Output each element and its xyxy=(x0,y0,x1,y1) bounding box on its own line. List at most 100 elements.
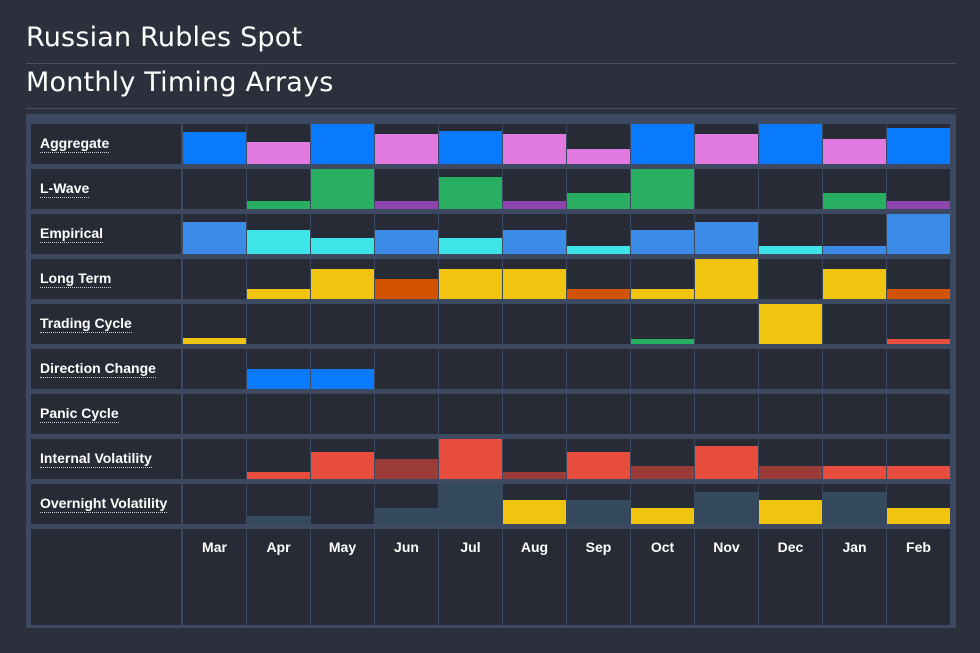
month-column: Jun xyxy=(375,529,438,625)
heatmap-cell xyxy=(311,394,374,434)
heatmap-bar xyxy=(439,238,502,254)
month-label: May xyxy=(328,539,357,555)
heatmap-bar xyxy=(567,289,630,299)
heatmap-bar xyxy=(823,193,886,209)
heatmap-bar xyxy=(695,134,758,164)
heatmap-bar xyxy=(247,142,310,164)
heatmap-bar xyxy=(631,124,694,164)
heatmap-bar xyxy=(375,134,438,164)
month-label: Nov xyxy=(713,539,740,555)
heatmap-bar xyxy=(695,492,758,524)
heatmap-bar xyxy=(311,124,374,164)
heatmap-cell xyxy=(247,214,310,254)
row-label-text: Aggregate xyxy=(40,135,110,153)
heatmap-cell xyxy=(631,259,694,299)
heatmap-cell xyxy=(631,394,694,434)
heatmap-bar xyxy=(695,446,758,479)
heatmap-cell xyxy=(439,304,502,344)
heatmap-cell xyxy=(247,439,310,479)
row-label[interactable]: Overnight Volatility xyxy=(31,484,181,524)
row-label[interactable]: Internal Volatility xyxy=(31,439,181,479)
row-label[interactable]: L-Wave xyxy=(31,169,181,209)
month-column: Jul xyxy=(439,529,502,625)
heatmap-cell xyxy=(247,169,310,209)
month-column: Oct xyxy=(631,529,694,625)
heatmap-cell xyxy=(439,124,502,164)
month-column: Sep xyxy=(567,529,630,625)
heatmap-bar xyxy=(247,289,310,299)
heatmap-bar xyxy=(375,230,438,254)
heatmap-cell xyxy=(631,124,694,164)
heatmap-cell xyxy=(695,214,758,254)
heatmap-cell xyxy=(567,259,630,299)
heatmap-cell xyxy=(503,169,566,209)
heatmap-bar xyxy=(375,508,438,524)
heatmap-bar xyxy=(887,214,950,254)
heatmap-cell xyxy=(887,259,950,299)
heatmap-cell xyxy=(183,259,246,299)
month-label: Jan xyxy=(842,539,867,555)
heatmap-cell xyxy=(887,484,950,524)
month-column: May xyxy=(311,529,374,625)
heatmap-cell xyxy=(759,169,822,209)
heatmap-bar xyxy=(247,472,310,479)
heatmap-cell xyxy=(695,394,758,434)
heatmap-bar xyxy=(567,149,630,164)
heatmap-cell xyxy=(567,304,630,344)
month-label: Jul xyxy=(460,539,481,555)
month-column: Jan xyxy=(823,529,886,625)
heatmap-bar xyxy=(311,452,374,479)
heatmap-bar xyxy=(567,500,630,524)
heatmap-cell xyxy=(695,304,758,344)
page-title: Russian Rubles Spot xyxy=(26,22,303,53)
heatmap-bar xyxy=(247,230,310,254)
month-column: Feb xyxy=(887,529,950,625)
heatmap-bar xyxy=(567,246,630,254)
heatmap-bar xyxy=(567,452,630,479)
heatmap-cell xyxy=(759,394,822,434)
heatmap-bar xyxy=(375,459,438,479)
heatmap-cell xyxy=(183,169,246,209)
row-label-text: Empirical xyxy=(40,225,104,243)
heatmap-cell xyxy=(567,439,630,479)
page-subtitle: Monthly Timing Arrays xyxy=(26,67,334,98)
row-label[interactable]: Trading Cycle xyxy=(31,304,181,344)
heatmap-cell xyxy=(823,259,886,299)
row-label[interactable]: Direction Change xyxy=(31,349,181,389)
heatmap-cell xyxy=(887,394,950,434)
heatmap-cell xyxy=(887,169,950,209)
heatmap-bar xyxy=(375,201,438,209)
row-label[interactable]: Panic Cycle xyxy=(31,394,181,434)
row-label[interactable]: Aggregate xyxy=(31,124,181,164)
heatmap-bar xyxy=(311,169,374,209)
heatmap-cell xyxy=(503,439,566,479)
row-label[interactable]: Long Term xyxy=(31,259,181,299)
heatmap-cell xyxy=(631,214,694,254)
heatmap-cell xyxy=(503,304,566,344)
month-column: Mar xyxy=(183,529,246,625)
heatmap-cell xyxy=(887,124,950,164)
row-label[interactable]: Empirical xyxy=(31,214,181,254)
heatmap-bar xyxy=(503,472,566,479)
heatmap-cell xyxy=(311,124,374,164)
heatmap-cell xyxy=(567,394,630,434)
row-label-text: Overnight Volatility xyxy=(40,495,168,513)
heatmap-cell xyxy=(631,484,694,524)
heatmap-bar xyxy=(887,289,950,299)
heatmap-cell xyxy=(247,304,310,344)
heatmap-cell xyxy=(823,169,886,209)
divider xyxy=(26,108,956,109)
heatmap-bar xyxy=(631,508,694,524)
heatmap-cell xyxy=(823,439,886,479)
month-label: Oct xyxy=(650,539,675,555)
heatmap-bar xyxy=(503,269,566,299)
heatmap-bar xyxy=(183,338,246,344)
month-label: Apr xyxy=(266,539,291,555)
heatmap-bar xyxy=(631,466,694,479)
heatmap-cell xyxy=(183,349,246,389)
heatmap-bar xyxy=(183,222,246,254)
heatmap-cell xyxy=(631,169,694,209)
month-label: Sep xyxy=(585,539,612,555)
heatmap-cell xyxy=(183,214,246,254)
heatmap-cell xyxy=(695,169,758,209)
